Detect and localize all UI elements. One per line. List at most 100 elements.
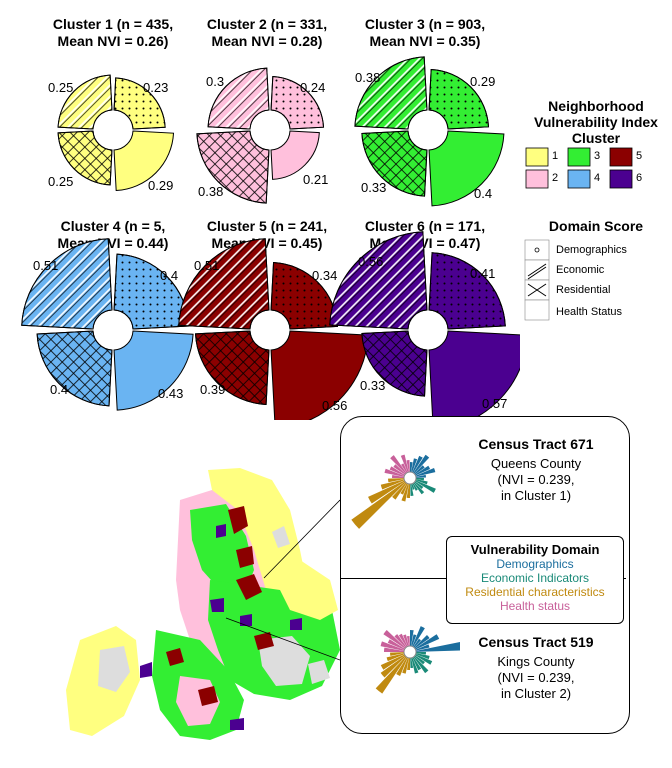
cluster-2-wedge-tr-pattern: [270, 75, 325, 130]
tract-rose-petal: [415, 652, 426, 655]
tract-rose-petal: [398, 633, 408, 648]
cluster-4-wedge-br: [113, 330, 194, 411]
cluster-1-wedge-tl-pattern: [57, 74, 113, 130]
c3-value-bl: 0.33: [361, 180, 387, 195]
tract-rose-center: [403, 645, 417, 659]
tract-rose-petal: [387, 639, 405, 650]
tract-rose-petal: [388, 478, 405, 483]
tract-rose-petal: [412, 482, 418, 491]
c3-value-br: 0.4: [474, 186, 493, 201]
c1-value-tr: 0.23: [143, 80, 169, 95]
tract-rose-petal: [415, 478, 424, 481]
tract-rose-center: [403, 471, 417, 485]
tract-rose-petal: [394, 634, 407, 648]
cluster-4-wedge-bl-pattern: [36, 330, 113, 407]
cluster-5-wedge-br: [270, 330, 369, 420]
tract-rose-petal: [412, 656, 422, 671]
vd-residential-characteristics: Residential characteristics: [465, 585, 605, 599]
nyc-cluster-map: [66, 468, 340, 740]
tract-rose-petal: [384, 647, 405, 652]
domain-label-residential: Residential: [556, 284, 611, 296]
tract-rose-petal: [414, 634, 440, 650]
c1-value-bl: 0.25: [48, 174, 74, 189]
tract-rose-petal: [396, 657, 408, 677]
tract-rose-petal: [406, 483, 410, 498]
tract-rose-petal: [414, 465, 425, 475]
tract-rose-petal: [412, 626, 425, 647]
c3-value-tr: 0.29: [470, 74, 496, 89]
tract-rose-petal: [386, 653, 405, 662]
vd-health-status: Health status: [499, 599, 571, 613]
c4-value-tl: 0.51: [33, 258, 59, 273]
c4-value-br: 0.43: [158, 386, 184, 401]
c2-value-bl: 0.38: [198, 184, 224, 199]
swatch-5: [609, 147, 633, 167]
tract-rose-petal: [411, 657, 419, 674]
cluster-5-wedge-bl-pattern: [194, 330, 270, 406]
domain-label-health-status: Health Status: [556, 306, 623, 318]
cluster-1-wedge-tr-pattern: [113, 77, 166, 130]
tract-rose-petal: [390, 652, 405, 656]
swatch-3-label: 3: [594, 150, 601, 162]
tract-rose-petal: [400, 483, 408, 495]
tract-rose-petal: [413, 638, 421, 648]
vd-economic-indicators: Economic Indicators: [480, 571, 590, 585]
c3-value-tl: 0.38: [355, 70, 381, 85]
tract-rose-petal: [411, 634, 417, 647]
tract-rose-petal: [351, 481, 406, 529]
c2-value-tl: 0.3: [206, 74, 225, 89]
tract-rose-petal: [383, 630, 406, 649]
tract-rose-petal: [415, 653, 430, 660]
tract-519-title: Census Tract 519: [478, 634, 594, 650]
tract-519-text: Kings County (NVI = 0.239, in Cluster 2): [497, 654, 575, 701]
domain-label-economic: Economic: [556, 264, 605, 276]
tract-rose-petal: [390, 455, 407, 474]
domain-legend-title: Domain Score: [548, 218, 644, 234]
swatch-6: [609, 169, 633, 189]
c6-value-bl: 0.33: [360, 378, 386, 393]
c2-value-br: 0.21: [303, 172, 329, 187]
tract-rose-petal: [392, 482, 407, 500]
tract-rose-petal: [406, 460, 410, 473]
tract-rose-petal: [410, 657, 414, 668]
cluster-3-wedge-br: [428, 130, 505, 207]
tract-rose-petal: [406, 636, 410, 647]
c5-value-bl: 0.39: [200, 382, 226, 397]
swatch-1-label: 1: [552, 150, 559, 162]
tract-rose-petal: [380, 655, 406, 678]
tract-rose-petal: [415, 479, 428, 485]
tract-rose-petal: [401, 483, 409, 502]
tract-rose-petal: [380, 479, 405, 490]
c6-value-br: 0.57: [482, 396, 508, 411]
vd-title: Vulnerability Domain: [470, 542, 600, 557]
c5-value-tl: 0.51: [194, 258, 220, 273]
vd-demographics: Demographics: [496, 557, 574, 571]
tract-rose-petal: [415, 468, 436, 477]
cluster-3-wedge-bl-pattern: [361, 130, 428, 197]
tract-rose-petal: [410, 483, 414, 496]
tract-rose-petal: [368, 480, 406, 504]
nvi-legend-title: Neighborhood Vulnerability Index Cluster: [534, 98, 658, 146]
swatch-5-label: 5: [636, 150, 643, 162]
tract-rose-petal: [414, 465, 431, 476]
swatch-3: [567, 147, 591, 167]
tract-rose-petal: [411, 458, 418, 473]
cluster-1-wedge-bl-pattern: [57, 130, 113, 186]
tract-rose-petal: [403, 634, 409, 647]
cluster-6-wedge-tr-pattern: [428, 252, 506, 330]
c1-value-tl: 0.25: [48, 80, 74, 95]
cluster-3-wedge-tl-pattern: [354, 56, 428, 130]
c1-value-br: 0.29: [148, 178, 174, 193]
cluster-radial-charts: [21, 56, 520, 420]
swatch-2-label: 2: [552, 172, 559, 184]
tract-rose-petal: [415, 480, 436, 493]
tract-rose-petal: [375, 656, 407, 694]
cluster-4-wedge-tr-pattern: [113, 253, 190, 330]
c2-value-tr: 0.24: [300, 80, 326, 95]
c5-value-br: 0.56: [322, 398, 348, 413]
swatch-1: [525, 147, 549, 167]
domain-legend-swatches: [524, 239, 550, 321]
cluster-6-wedge-tl-pattern: [329, 231, 428, 330]
cluster-2-wedge-bl-pattern: [196, 130, 270, 204]
cluster-6-wedge-bl-pattern: [361, 330, 428, 397]
